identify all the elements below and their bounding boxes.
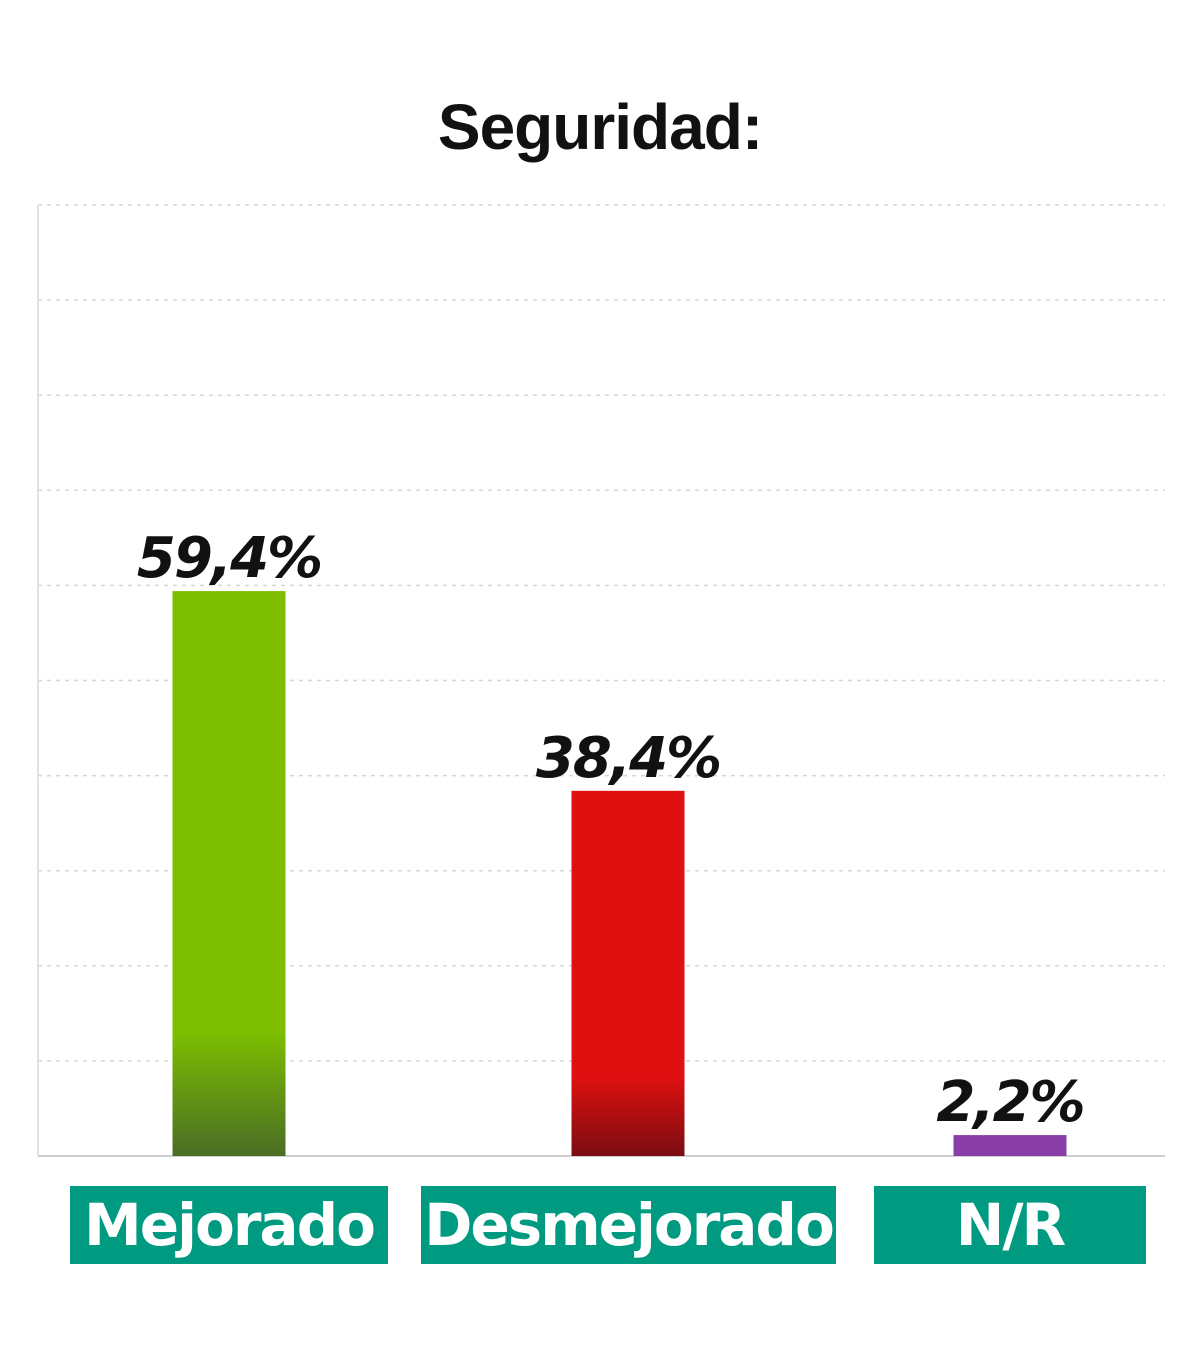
gridlines bbox=[38, 204, 1165, 1062]
chart-title: Seguridad: bbox=[437, 91, 763, 163]
value-label-desmejorado: 38,4% bbox=[536, 726, 720, 791]
value-label-nr: 2,2% bbox=[936, 1070, 1083, 1135]
bar-nr bbox=[953, 1135, 1067, 1156]
category-label-desmejorado: Desmejorado bbox=[421, 1186, 836, 1264]
value-label-mejorado: 59,4% bbox=[137, 526, 321, 591]
category-label-mejorado: Mejorado bbox=[70, 1186, 388, 1264]
bar-desmejorado bbox=[571, 790, 685, 1156]
bar-mejorado bbox=[172, 591, 286, 1156]
category-label-nr: N/R bbox=[874, 1186, 1146, 1264]
